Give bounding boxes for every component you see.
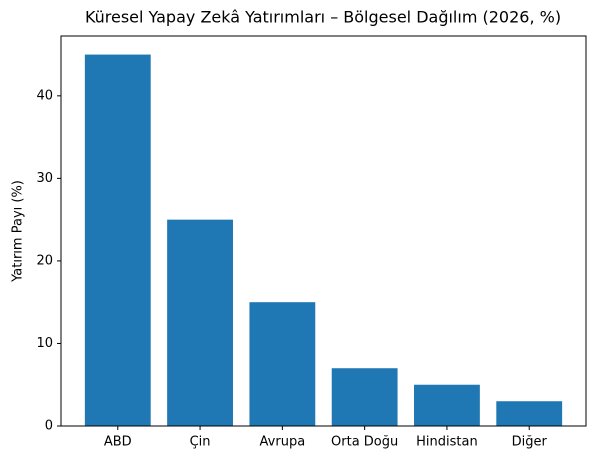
plot-frame	[60, 35, 587, 427]
x-tick-label: Orta Doğu	[331, 435, 398, 450]
chart-title: Küresel Yapay Zekâ Yatırımları – Bölgese…	[85, 8, 561, 27]
x-tick-label: Diğer	[512, 435, 548, 450]
bar	[84, 54, 151, 426]
bar	[249, 302, 316, 426]
x-tick-label: Hindistan	[416, 435, 478, 450]
x-tick-label: Çin	[190, 435, 211, 450]
x-tick-label: ABD	[104, 435, 132, 450]
bar	[331, 368, 398, 426]
y-tick-label: 40	[36, 88, 53, 103]
y-tick-label: 20	[36, 253, 53, 268]
y-tick-label: 10	[36, 336, 53, 351]
bar	[496, 401, 563, 426]
x-tick-label: Avrupa	[260, 435, 306, 450]
bar	[414, 384, 480, 426]
bar	[167, 219, 233, 426]
y-axis-label: Yatırım Payı (%)	[11, 180, 26, 283]
y-tick-label: 30	[36, 171, 53, 186]
y-tick-label: 0	[45, 419, 53, 434]
